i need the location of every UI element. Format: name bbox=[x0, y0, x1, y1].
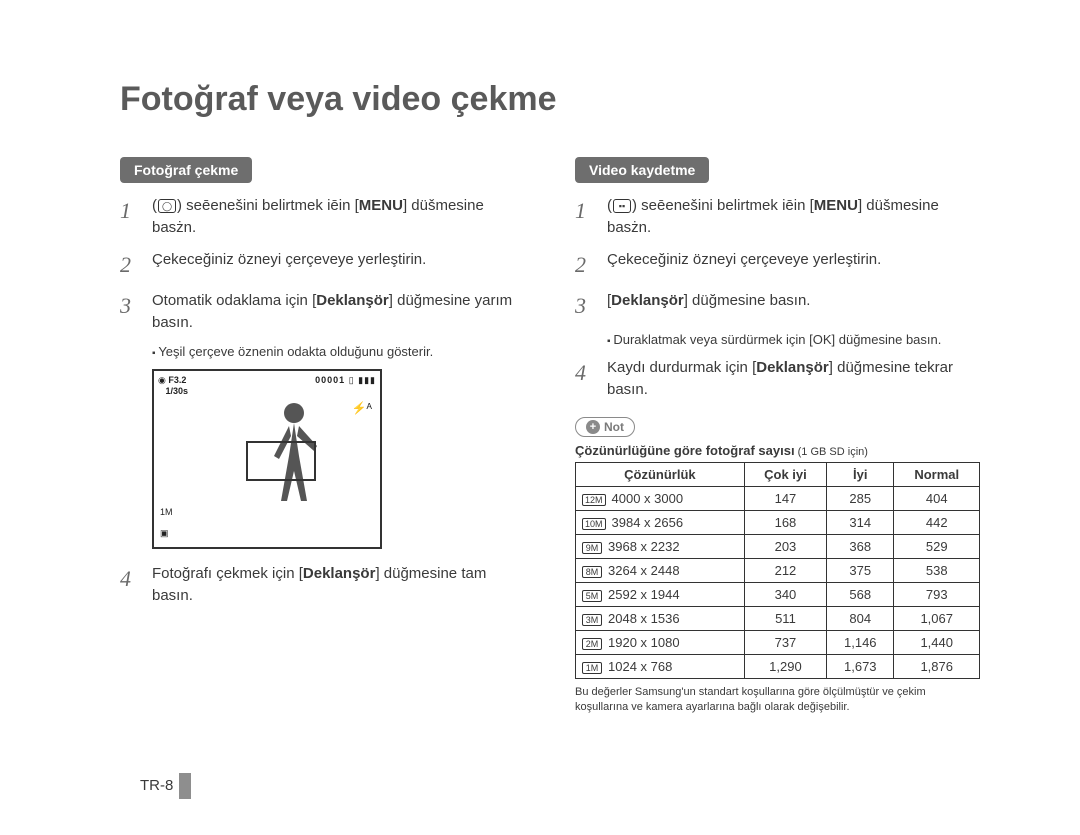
note-pill: + Not bbox=[575, 417, 635, 437]
table-row: 12M4000 x 3000147285404 bbox=[576, 486, 980, 510]
table-row: 5M2592 x 1944340568793 bbox=[576, 582, 980, 606]
page-number: TR-8 bbox=[140, 771, 191, 799]
table-footnote: Bu değerler Samsung'un standart koşullar… bbox=[575, 685, 980, 715]
table-row: 10M3984 x 2656168314442 bbox=[576, 510, 980, 534]
page-bar-icon bbox=[179, 773, 191, 799]
table-row: 8M3264 x 2448212375538 bbox=[576, 558, 980, 582]
table-row: 2M1920 x 10807371,1461,440 bbox=[576, 630, 980, 654]
left-step-2: 2 Çekeceğiniz özneyi çerçeveye yerleştir… bbox=[120, 249, 525, 281]
left-step-4: 4 Fotoğrafı çekmek için [Deklanşör] düğm… bbox=[120, 563, 525, 607]
table-row: 9M3968 x 2232203368529 bbox=[576, 534, 980, 558]
columns: Fotoğraf çekme 1 (◯) seēenešini belirtme… bbox=[120, 157, 980, 714]
left-step-3-sub: Yeşil çerçeve öznenin odakta olduğunu gö… bbox=[152, 344, 525, 359]
left-step-3: 3 Otomatik odaklama için [Deklanşör] düğ… bbox=[120, 290, 525, 334]
video-icon: ▪▪ bbox=[613, 199, 631, 213]
camera-preview: ◉ F3.2 1/30s 00001 ▯ ▮▮▮ ⚡ᴬ 1M ▣ bbox=[152, 369, 382, 549]
focus-rectangle bbox=[246, 441, 316, 481]
left-column: Fotoğraf çekme 1 (◯) seēenešini belirtme… bbox=[120, 157, 525, 714]
right-step-2: 2 Çekeceğiniz özneyi çerçeveye yerleştir… bbox=[575, 249, 980, 281]
table-title: Çözünürlüğüne göre fotoğraf sayısı (1 GB… bbox=[575, 443, 980, 458]
right-step-3: 3 [Deklanşör] düğmesine basın. bbox=[575, 290, 980, 322]
camera-icon: ◯ bbox=[158, 199, 176, 213]
right-step-4: 4 Kaydı durdurmak için [Deklanşör] düğme… bbox=[575, 357, 980, 401]
video-tag: Video kaydetme bbox=[575, 157, 709, 183]
table-row: 3M2048 x 15365118041,067 bbox=[576, 606, 980, 630]
left-step-1: 1 (◯) seēenešini belirtmek iēin [MENU] d… bbox=[120, 195, 525, 239]
right-step-1: 1 (▪▪) seēenešini belirtmek iēin [MENU] … bbox=[575, 195, 980, 239]
page-title: Fotoğraf veya video çekme bbox=[120, 80, 980, 119]
photo-tag: Fotoğraf çekme bbox=[120, 157, 252, 183]
plus-icon: + bbox=[586, 420, 600, 434]
flash-icon: ⚡ᴬ bbox=[352, 401, 372, 415]
sd-icon: ▯ bbox=[349, 375, 358, 385]
right-step-3-sub: Duraklatmak veya sürdürmek için [OK] düğ… bbox=[607, 332, 980, 347]
table-row: 1M1024 x 7681,2901,6731,876 bbox=[576, 654, 980, 678]
battery-icon: ▮▮▮ bbox=[358, 375, 376, 385]
right-column: Video kaydetme 1 (▪▪) seēenešini belirtm… bbox=[575, 157, 980, 714]
resolution-table: Çözünürlük Çok iyi İyi Normal 12M4000 x … bbox=[575, 462, 980, 679]
table-header-row: Çözünürlük Çok iyi İyi Normal bbox=[576, 462, 980, 486]
camera-mode-icon: ◉ bbox=[158, 375, 166, 385]
